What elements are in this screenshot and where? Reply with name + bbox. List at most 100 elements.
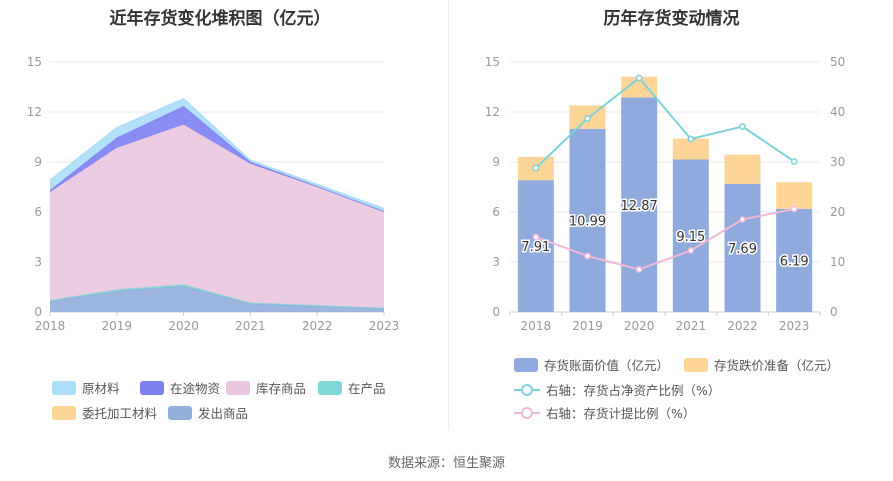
bar-book-value xyxy=(569,128,606,312)
left-chart-title: 近年存货变化堆积图（亿元） xyxy=(109,9,331,29)
right-x-tick-label: 2023 xyxy=(779,319,810,333)
left-y-tick-label: 3 xyxy=(34,255,42,269)
left-x-tick-label: 2020 xyxy=(168,319,199,333)
point-net-asset-ratio xyxy=(584,115,591,122)
right-y-right-tick-label: 10 xyxy=(830,255,845,269)
legend-item[interactable]: 在途物资 xyxy=(140,378,220,397)
bar-impairment xyxy=(776,182,813,209)
legend-label: 库存商品 xyxy=(256,381,307,396)
point-net-asset-ratio xyxy=(687,135,695,143)
area-edge-原材料 xyxy=(49,97,385,210)
legend-swatch xyxy=(52,380,76,395)
left-y-tick-label: 12 xyxy=(27,105,42,119)
line-net-asset-ratio xyxy=(535,76,795,169)
left-y-tick-label: 6 xyxy=(34,205,42,219)
point-provision-ratio xyxy=(739,216,746,223)
left-y-tick-label: 15 xyxy=(27,55,42,69)
legend-label: 在途物资 xyxy=(170,381,221,396)
legend-label: 存货账面价值（亿元） xyxy=(544,358,670,373)
bar-value-label: 7.69 xyxy=(728,242,757,257)
legend-swatch xyxy=(514,383,540,397)
right-y-right-tick-label: 30 xyxy=(830,155,845,169)
left-x-tick-label: 2019 xyxy=(102,319,133,333)
bar-book-value xyxy=(724,183,761,312)
point-provision-ratio xyxy=(687,247,695,254)
panel-divider xyxy=(448,0,449,430)
legend-label: 原材料 xyxy=(82,381,120,396)
bar-value-label: 10.99 xyxy=(569,214,606,229)
legend-item[interactable]: 存货账面价值（亿元） xyxy=(514,355,669,374)
right-y-right-tick-label: 50 xyxy=(830,55,845,69)
bar-book-value xyxy=(672,159,709,312)
legend-label: 右轴：存货计提比例（%） xyxy=(546,406,696,421)
bar-impairment xyxy=(621,76,658,98)
right-y-left-tick-label: 9 xyxy=(492,155,500,169)
legend-swatch xyxy=(52,405,76,420)
left-x-tick-label: 2023 xyxy=(369,319,400,333)
right-x-tick-label: 2020 xyxy=(624,319,655,333)
right-y-left-tick-label: 0 xyxy=(492,305,500,319)
bar-impairment xyxy=(724,154,761,184)
right-y-right-tick-label: 0 xyxy=(830,305,838,319)
left-x-tick-label: 2018 xyxy=(35,319,66,333)
right-y-left-tick-label: 12 xyxy=(485,105,500,119)
right-x-tick-label: 2021 xyxy=(676,319,707,333)
legend-item[interactable]: 原材料 xyxy=(52,378,120,397)
point-net-asset-ratio xyxy=(739,123,746,130)
bar-value-label: 7.91 xyxy=(521,240,550,255)
right-y-right-tick-label: 20 xyxy=(830,205,845,219)
legend-swatch xyxy=(140,380,164,395)
legend-swatch xyxy=(684,357,708,372)
point-net-asset-ratio xyxy=(790,158,798,165)
right-chart-title: 历年存货变动情况 xyxy=(603,9,740,29)
bar-book-value xyxy=(621,97,658,312)
left-y-tick-label: 9 xyxy=(34,155,42,169)
right-y-left-tick-label: 15 xyxy=(485,55,500,69)
legend-item[interactable]: 库存商品 xyxy=(226,378,306,397)
area-原材料 xyxy=(50,98,384,212)
area-在途物资 xyxy=(50,106,384,212)
bar-value-label: 6.19 xyxy=(780,254,809,269)
legend-label: 存货跌价准备（亿元） xyxy=(714,358,840,373)
line-provision-ratio xyxy=(535,208,795,271)
legend-swatch xyxy=(168,405,192,420)
legend-item[interactable]: 存货跌价准备（亿元） xyxy=(684,355,839,374)
legend-label: 右轴：存货占净资产比例（%） xyxy=(546,383,721,398)
right-y-right-tick-label: 40 xyxy=(830,105,845,119)
point-provision-ratio xyxy=(790,205,798,213)
right-x-tick-label: 2022 xyxy=(727,319,758,333)
legend-swatch xyxy=(514,406,540,420)
right-x-tick-label: 2018 xyxy=(521,319,552,333)
legend-swatch xyxy=(226,380,250,395)
bar-impairment xyxy=(672,138,709,160)
legend-item[interactable]: 委托加工材料 xyxy=(52,403,157,422)
legend-item[interactable]: 右轴：存货计提比例（%） xyxy=(514,403,695,422)
left-x-tick-label: 2022 xyxy=(302,319,333,333)
legend-label: 发出商品 xyxy=(198,406,249,421)
legend-item[interactable]: 在产品 xyxy=(318,378,386,397)
legend-swatch xyxy=(514,357,538,372)
area-库存商品 xyxy=(50,124,384,308)
right-y-left-tick-label: 3 xyxy=(492,255,500,269)
point-net-asset-ratio xyxy=(635,74,643,82)
left-x-tick-label: 2021 xyxy=(235,319,266,333)
legend-label: 委托加工材料 xyxy=(82,406,158,421)
legend-label: 在产品 xyxy=(348,381,386,396)
left-y-tick-label: 0 xyxy=(34,305,42,319)
point-net-asset-ratio xyxy=(532,164,540,172)
point-provision-ratio xyxy=(584,252,591,260)
bar-value-label: 12.87 xyxy=(621,199,658,214)
data-source-note: 数据来源：恒生聚源 xyxy=(387,456,505,471)
area-发出商品 xyxy=(50,286,384,312)
legend-swatch xyxy=(318,380,342,395)
bar-book-value xyxy=(517,180,554,312)
bar-book-value xyxy=(776,208,813,312)
bar-value-label: 9.15 xyxy=(676,230,705,245)
legend-item[interactable]: 右轴：存货占净资产比例（%） xyxy=(514,380,720,399)
point-provision-ratio xyxy=(635,266,643,273)
right-y-left-tick-label: 6 xyxy=(492,205,500,219)
right-x-tick-label: 2019 xyxy=(572,319,603,333)
legend-item[interactable]: 发出商品 xyxy=(168,403,248,422)
point-provision-ratio xyxy=(532,233,540,241)
